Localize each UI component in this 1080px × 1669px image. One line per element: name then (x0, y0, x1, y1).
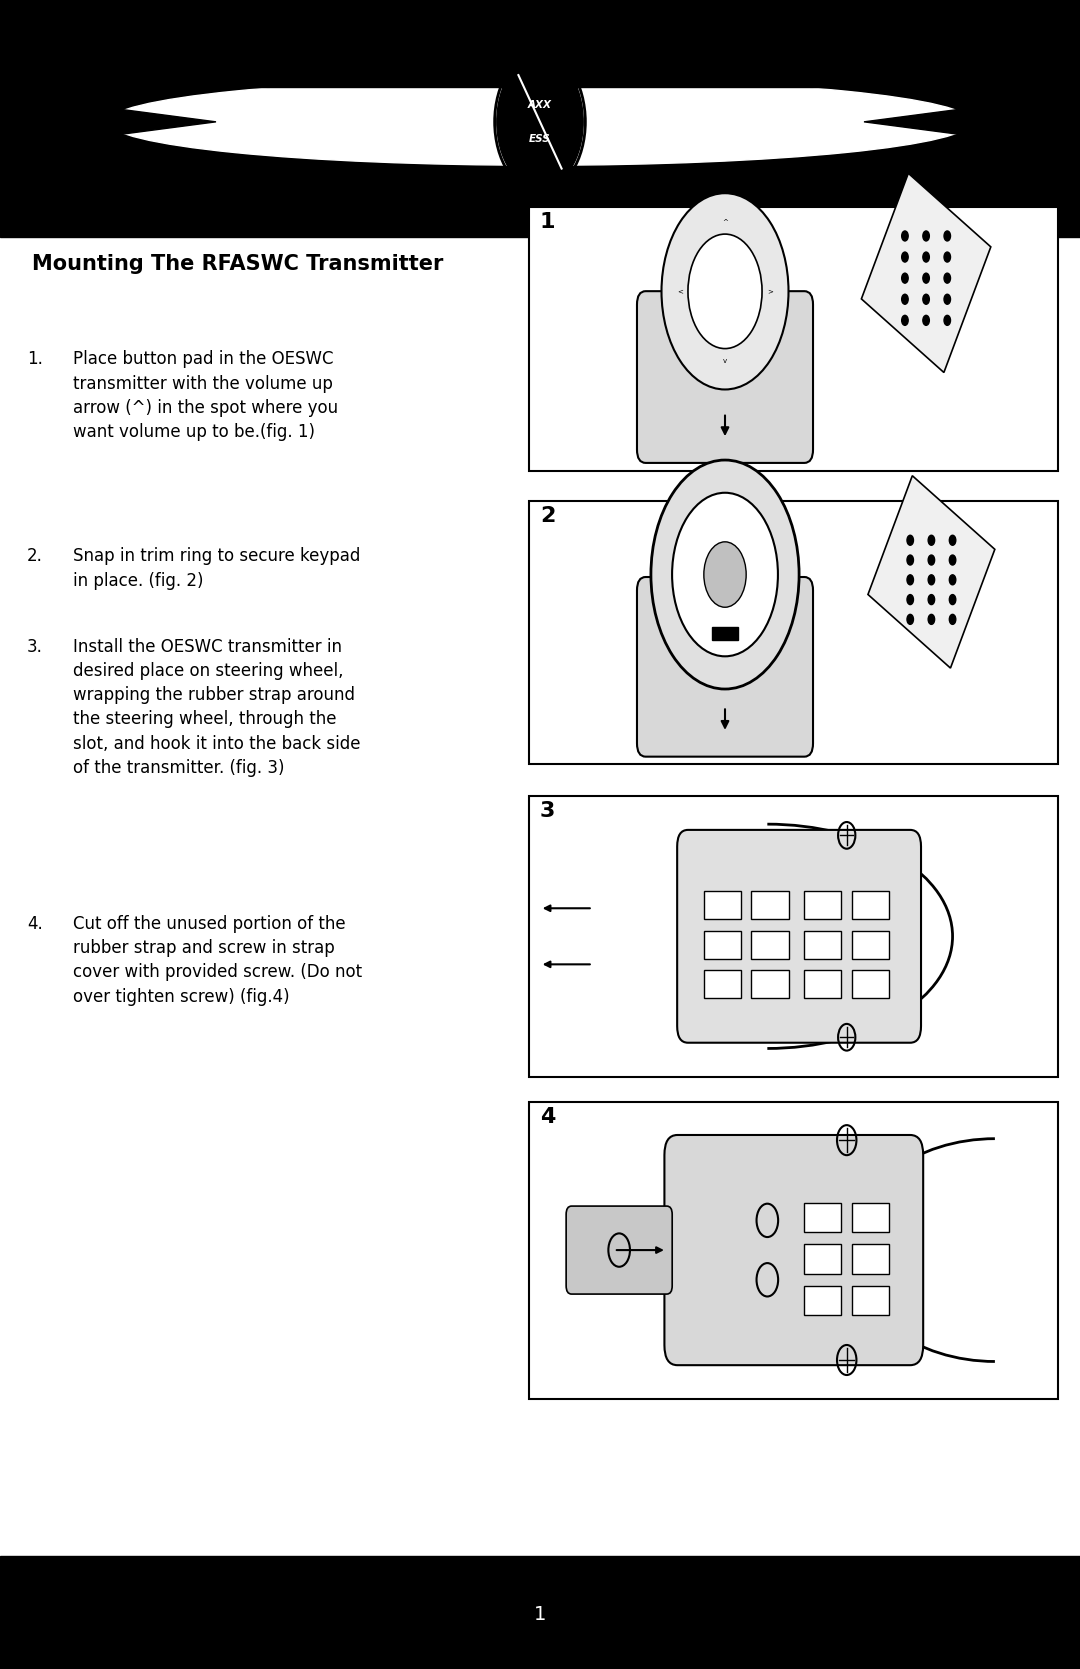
Circle shape (922, 230, 929, 240)
Bar (0, 0, 1080, 175)
Circle shape (949, 556, 956, 566)
Text: >: > (767, 289, 773, 294)
Circle shape (928, 536, 934, 546)
Circle shape (688, 234, 762, 349)
Text: Mounting The RFASWC Transmitter: Mounting The RFASWC Transmitter (32, 254, 444, 274)
Polygon shape (868, 476, 995, 668)
Bar (752, 970, 788, 998)
Circle shape (672, 492, 778, 656)
FancyBboxPatch shape (637, 290, 813, 462)
Circle shape (661, 194, 788, 389)
Bar (852, 931, 889, 958)
Polygon shape (862, 174, 990, 372)
Circle shape (928, 594, 934, 604)
Bar (704, 970, 741, 998)
Circle shape (907, 594, 914, 604)
Circle shape (949, 594, 956, 604)
FancyBboxPatch shape (637, 577, 813, 756)
Bar (752, 891, 788, 920)
Circle shape (902, 274, 908, 284)
Bar (852, 1203, 889, 1232)
Ellipse shape (108, 78, 972, 165)
Text: 3.: 3. (27, 638, 43, 656)
Text: 3: 3 (540, 801, 555, 821)
Circle shape (922, 252, 929, 262)
Circle shape (902, 230, 908, 240)
Circle shape (497, 55, 583, 189)
Circle shape (902, 294, 908, 304)
Bar (0, 165, 1080, 195)
Bar (0, 187, 1080, 237)
Circle shape (902, 315, 908, 325)
Bar (852, 1243, 889, 1273)
Circle shape (928, 574, 934, 584)
Bar (805, 970, 841, 998)
Bar (805, 891, 841, 920)
Polygon shape (0, 93, 216, 150)
Circle shape (922, 274, 929, 284)
Text: 2.: 2. (27, 547, 43, 566)
Text: Snap in trim ring to secure keypad
in place. (fig. 2): Snap in trim ring to secure keypad in pl… (73, 547, 361, 589)
Bar (852, 970, 889, 998)
Circle shape (949, 536, 956, 546)
Circle shape (907, 536, 914, 546)
Circle shape (949, 614, 956, 624)
Bar (752, 931, 788, 958)
Circle shape (704, 542, 746, 608)
Text: Place button pad in the OESWC
transmitter with the volume up
arrow (^) in the sp: Place button pad in the OESWC transmitte… (73, 350, 338, 441)
Text: ^: ^ (723, 219, 728, 225)
Text: ESS: ESS (529, 134, 551, 144)
Bar (805, 1203, 841, 1232)
Circle shape (907, 614, 914, 624)
Circle shape (651, 461, 799, 689)
Circle shape (922, 315, 929, 325)
Circle shape (949, 574, 956, 584)
Bar (704, 931, 741, 958)
Bar (704, 891, 741, 920)
Circle shape (907, 556, 914, 566)
Text: Install the OESWC transmitter in
desired place on steering wheel,
wrapping the r: Install the OESWC transmitter in desired… (73, 638, 361, 778)
FancyBboxPatch shape (664, 1135, 923, 1365)
Bar (805, 931, 841, 958)
Circle shape (907, 574, 914, 584)
Bar (0, 1556, 1080, 1669)
Circle shape (928, 556, 934, 566)
FancyBboxPatch shape (677, 829, 921, 1043)
Bar (712, 628, 739, 641)
Text: <: < (677, 289, 683, 294)
Text: v: v (723, 357, 727, 364)
Text: 4: 4 (540, 1107, 555, 1127)
Bar (805, 1243, 841, 1273)
Circle shape (922, 294, 929, 304)
Bar (852, 1285, 889, 1315)
Text: 1: 1 (534, 1606, 546, 1624)
Bar (805, 1285, 841, 1315)
Text: 1: 1 (540, 212, 555, 232)
Text: 2: 2 (540, 506, 555, 526)
Bar (529, 1102, 1058, 1399)
Text: 1.: 1. (27, 350, 43, 369)
Bar (529, 207, 1058, 471)
FancyBboxPatch shape (566, 1207, 672, 1293)
Bar (529, 501, 1058, 764)
Circle shape (944, 315, 950, 325)
Bar (529, 796, 1058, 1077)
Circle shape (944, 294, 950, 304)
Bar (852, 891, 889, 920)
Circle shape (944, 252, 950, 262)
Circle shape (902, 252, 908, 262)
Text: 4.: 4. (27, 915, 43, 933)
Polygon shape (0, 0, 1080, 87)
Circle shape (944, 274, 950, 284)
Text: Cut off the unused portion of the
rubber strap and screw in strap
cover with pro: Cut off the unused portion of the rubber… (73, 915, 363, 1005)
Text: AXX: AXX (528, 100, 552, 110)
Circle shape (944, 230, 950, 240)
Circle shape (928, 614, 934, 624)
Polygon shape (864, 93, 1080, 150)
